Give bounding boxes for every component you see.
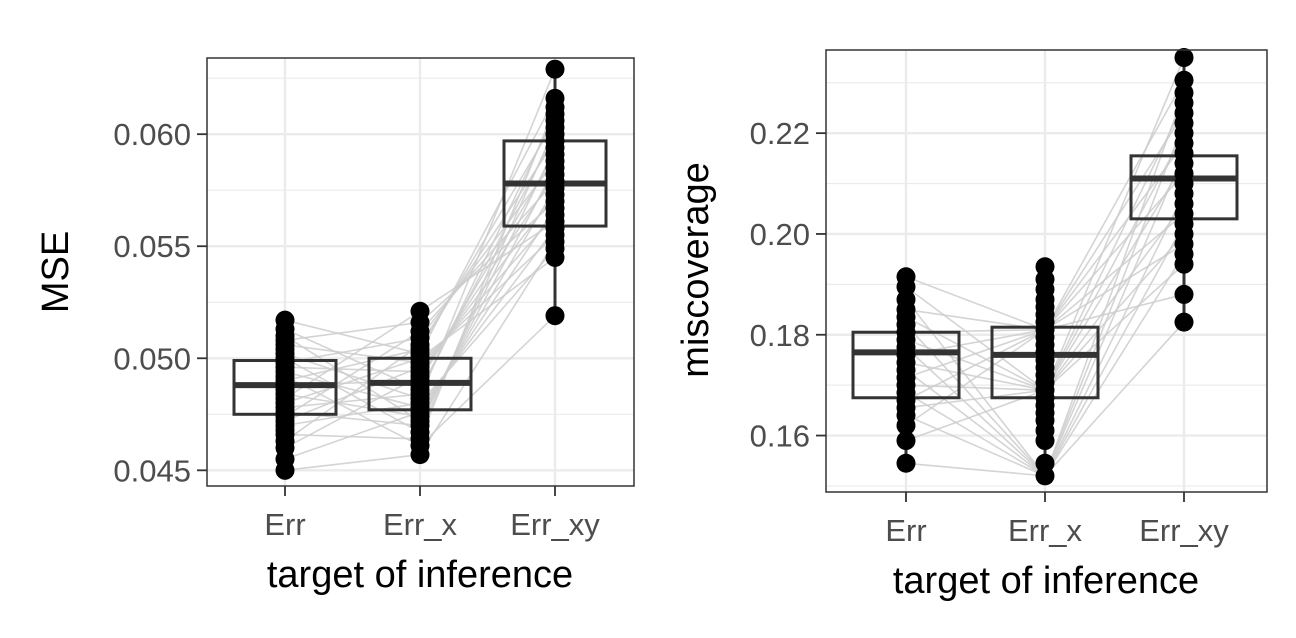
- miscoverage-y-tick-label: 0.22: [750, 116, 810, 151]
- miscoverage-y-axis-title: miscoverage: [675, 162, 717, 377]
- mse-point: [545, 59, 565, 79]
- miscoverage-panel: 0.16 0.18 0.20 0.22 Err Err_x Err_xy target o…: [675, 48, 1268, 602]
- mse-x-axis-title: target of inference: [267, 554, 573, 596]
- miscoverage-point: [1174, 312, 1194, 332]
- mse-point: [545, 88, 565, 108]
- mse-y-tick-label: 0.060: [113, 117, 191, 152]
- miscoverage-y-tick-label: 0.16: [750, 419, 810, 454]
- miscoverage-y-axis: 0.16 0.18 0.20 0.22: [750, 116, 826, 454]
- mse-point: [275, 310, 295, 330]
- miscoverage-point: [896, 431, 916, 451]
- miscoverage-x-tick-label: Err: [885, 513, 926, 548]
- miscoverage-points: [896, 48, 1194, 486]
- miscoverage-x-tick-label: Err_x: [1008, 513, 1083, 548]
- miscoverage-y-tick-label: 0.20: [750, 217, 810, 252]
- mse-y-tick-label: 0.045: [113, 453, 191, 488]
- mse-point: [410, 301, 430, 321]
- mse-y-axis-title: MSE: [35, 231, 77, 313]
- miscoverage-x-axis: Err Err_x Err_xy: [885, 492, 1229, 548]
- miscoverage-x-axis-title: target of inference: [893, 560, 1199, 602]
- miscoverage-y-tick-label: 0.18: [750, 318, 810, 353]
- mse-panel: 0.045 0.050 0.055 0.060 Err Err_x Err_xy targ…: [35, 57, 635, 596]
- miscoverage-point: [1174, 48, 1194, 68]
- mse-x-axis: Err Err_x Err_xy: [264, 486, 600, 542]
- miscoverage-point: [1035, 257, 1055, 277]
- miscoverage-point: [896, 267, 916, 287]
- mse-y-tick-label: 0.050: [113, 341, 191, 376]
- mse-y-tick-label: 0.055: [113, 229, 191, 264]
- miscoverage-point: [896, 453, 916, 473]
- miscoverage-point: [1035, 453, 1055, 473]
- mse-point: [545, 306, 565, 326]
- mse-points: [275, 59, 565, 480]
- miscoverage-point: [1174, 284, 1194, 304]
- mse-y-axis: 0.045 0.050 0.055 0.060: [113, 117, 207, 488]
- miscoverage-plot-border: [825, 49, 1268, 493]
- mse-x-tick-label: Err_x: [383, 507, 458, 542]
- mse-x-tick-label: Err: [264, 507, 305, 542]
- miscoverage-point: [1174, 70, 1194, 90]
- miscoverage-x-tick-label: Err_xy: [1139, 513, 1229, 548]
- mse-x-tick-label: Err_xy: [510, 507, 600, 542]
